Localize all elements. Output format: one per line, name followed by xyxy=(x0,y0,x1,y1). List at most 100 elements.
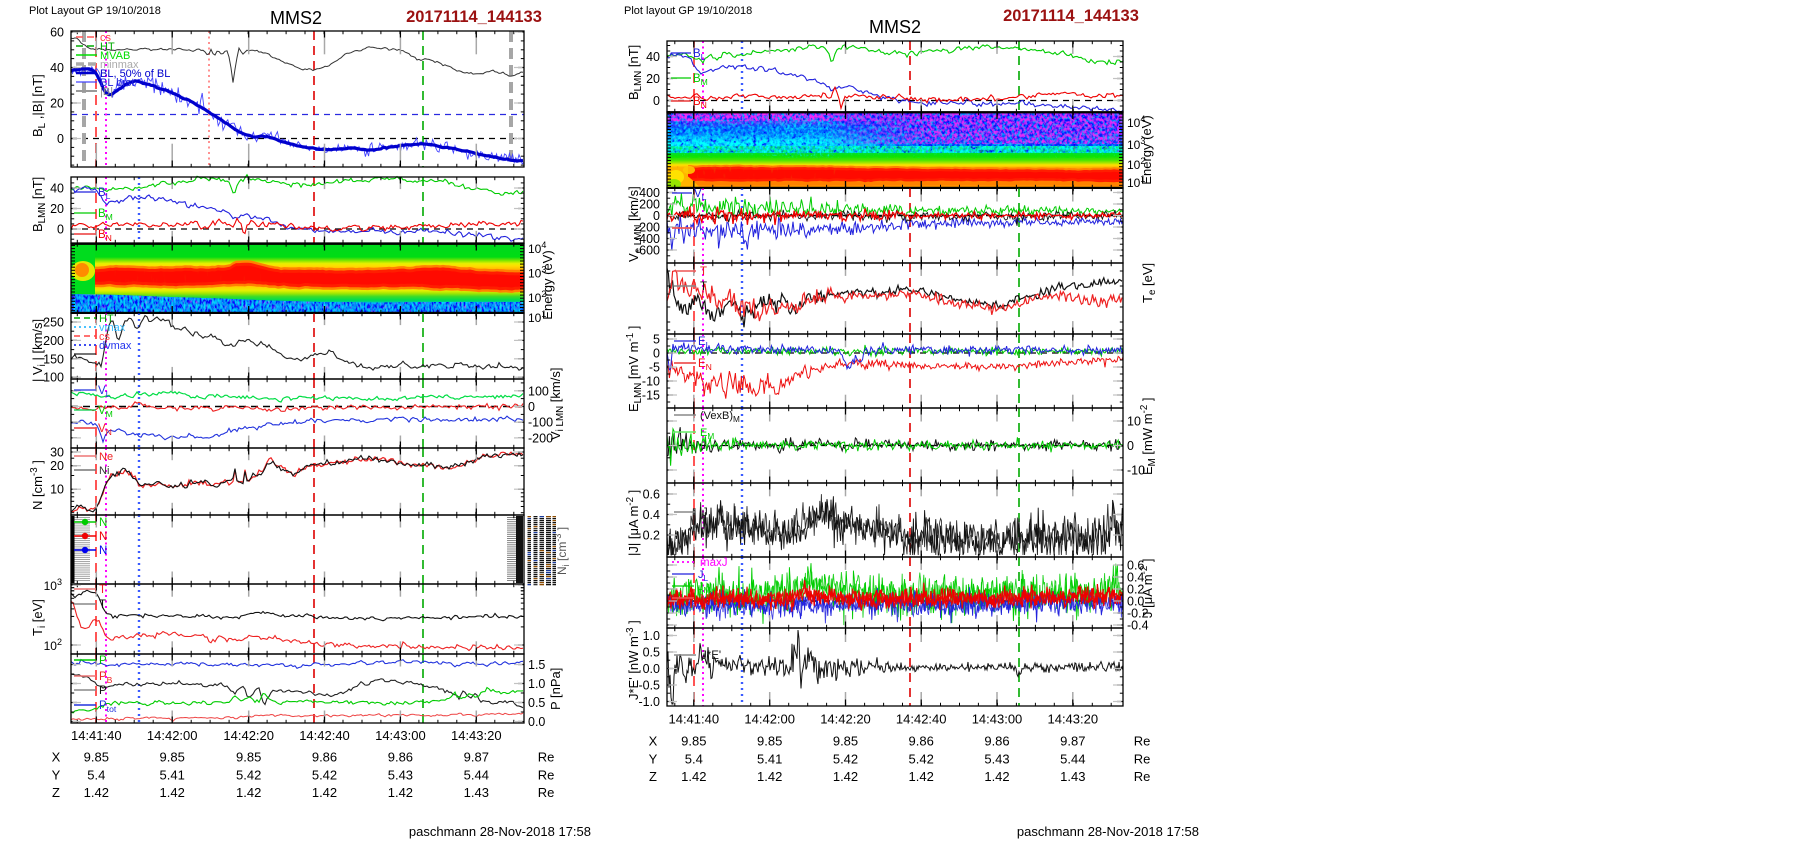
svg-text:(VexB)M: (VexB)M xyxy=(700,410,740,424)
svg-text:10: 10 xyxy=(50,483,64,497)
svg-text:T: T xyxy=(99,599,106,611)
svg-text:-10: -10 xyxy=(1127,464,1145,478)
svg-text:9.85: 9.85 xyxy=(160,750,185,765)
svg-text:minmax: minmax xyxy=(100,59,139,71)
svg-text:9.85: 9.85 xyxy=(757,734,782,749)
svg-text:Re: Re xyxy=(1134,752,1151,767)
svg-text:1.0: 1.0 xyxy=(643,629,660,643)
svg-text:MVAB: MVAB xyxy=(100,50,130,62)
svg-text:9.86: 9.86 xyxy=(388,750,413,765)
svg-text:400: 400 xyxy=(639,186,660,200)
svg-text:0: 0 xyxy=(57,223,64,237)
svg-text:14:43:20: 14:43:20 xyxy=(451,728,502,743)
svg-text:40: 40 xyxy=(50,61,64,75)
svg-text:0.5: 0.5 xyxy=(528,696,545,710)
svg-text:BN: BN xyxy=(98,229,112,243)
svg-text:0: 0 xyxy=(57,132,64,146)
svg-text:14:43:20: 14:43:20 xyxy=(1047,712,1098,727)
svg-text:0.6: 0.6 xyxy=(1127,559,1144,573)
svg-text:Ni [cm-3 ]: Ni [cm-3 ] xyxy=(553,527,571,575)
svg-text:Ne: Ne xyxy=(99,451,113,463)
svg-text:HT: HT xyxy=(100,41,115,53)
svg-text:-600: -600 xyxy=(635,244,660,258)
svg-text:5.41: 5.41 xyxy=(757,752,782,767)
svg-text:BN: BN xyxy=(693,96,707,110)
svg-text:| Vi | [km/s]: | Vi | [km/s] xyxy=(30,319,48,382)
svg-text:BM: BM xyxy=(98,208,113,222)
svg-text:30: 30 xyxy=(50,446,64,460)
svg-text:1.42: 1.42 xyxy=(312,785,337,800)
svg-text:9.86: 9.86 xyxy=(909,734,934,749)
svg-text:-200: -200 xyxy=(528,431,553,445)
svg-text:VL: VL xyxy=(98,385,111,399)
svg-text:1.42: 1.42 xyxy=(388,785,413,800)
svg-text:JL: JL xyxy=(698,569,709,583)
svg-text:Re: Re xyxy=(1134,769,1151,784)
svg-text:BLMN [nT]: BLMN [nT] xyxy=(626,45,644,100)
svg-text:5.43: 5.43 xyxy=(984,752,1009,767)
svg-text:0.0: 0.0 xyxy=(528,715,545,729)
svg-text:VL: VL xyxy=(694,188,707,202)
svg-text:9.85: 9.85 xyxy=(833,734,858,749)
svg-text:X: X xyxy=(649,734,658,749)
svg-text:Re: Re xyxy=(538,750,555,765)
svg-text:|B|: |B| xyxy=(100,86,113,98)
svg-text:60: 60 xyxy=(50,26,64,40)
svg-text:14:42:40: 14:42:40 xyxy=(896,712,947,727)
svg-text:1.42: 1.42 xyxy=(833,769,858,784)
svg-text:-1.0: -1.0 xyxy=(638,695,660,709)
svg-text:Ni: Ni xyxy=(99,465,109,477)
svg-text:Ve LMN [km/s]: Ve LMN [km/s] xyxy=(626,186,644,262)
svg-text:VN: VN xyxy=(98,423,112,437)
svg-text:101: 101 xyxy=(1127,174,1145,190)
svg-text:paschmann 28-Nov-2018 17:58: paschmann 28-Nov-2018 17:58 xyxy=(409,824,591,839)
svg-text:1.5: 1.5 xyxy=(528,658,545,672)
svg-text:9.87: 9.87 xyxy=(1060,734,1085,749)
svg-text:9.85: 9.85 xyxy=(236,750,261,765)
svg-text:102: 102 xyxy=(528,289,546,305)
svg-text:maxJ: maxJ xyxy=(700,557,727,569)
svg-text:-10: -10 xyxy=(642,375,660,389)
svg-text:101: 101 xyxy=(528,309,546,325)
svg-text:-200: -200 xyxy=(635,221,660,235)
svg-text:102: 102 xyxy=(1127,156,1145,172)
svg-text:P [nPa]: P [nPa] xyxy=(548,668,563,710)
svg-text:Energy (eV): Energy (eV) xyxy=(1139,115,1154,184)
svg-text:dvmax: dvmax xyxy=(99,340,132,352)
svg-text:1.43: 1.43 xyxy=(1060,769,1085,784)
svg-text:5.44: 5.44 xyxy=(464,768,489,783)
svg-text:14:42:20: 14:42:20 xyxy=(820,712,871,727)
svg-text:J: J xyxy=(702,507,708,519)
svg-text:103: 103 xyxy=(44,577,62,593)
svg-text:EN: EN xyxy=(698,358,712,372)
svg-text:10: 10 xyxy=(1127,415,1141,429)
svg-text:P: P xyxy=(99,655,107,667)
svg-text:Z: Z xyxy=(649,769,657,784)
svg-text:20: 20 xyxy=(50,459,64,473)
svg-text:Y: Y xyxy=(649,752,658,767)
svg-text:5.42: 5.42 xyxy=(312,768,337,783)
svg-text:5.4: 5.4 xyxy=(685,752,703,767)
svg-text:T: T xyxy=(99,584,106,596)
svg-text:PB: PB xyxy=(99,671,113,685)
svg-text:BL, 50% of BL: BL, 50% of BL xyxy=(100,68,170,80)
svg-text:Plot Layout GP 19/10/2018: Plot Layout GP 19/10/2018 xyxy=(29,5,161,17)
svg-text:-400: -400 xyxy=(635,232,660,246)
svg-text:14:42:00: 14:42:00 xyxy=(744,712,795,727)
svg-text:1.0: 1.0 xyxy=(528,677,545,691)
svg-text:T: T xyxy=(700,266,707,278)
svg-text:1.42: 1.42 xyxy=(909,769,934,784)
svg-text:Vi LMN [km/s]: Vi LMN [km/s] xyxy=(548,368,566,440)
svg-text:0.0: 0.0 xyxy=(643,662,660,676)
svg-text:40: 40 xyxy=(646,50,660,64)
svg-text:14:42:00: 14:42:00 xyxy=(147,728,198,743)
svg-text:P: P xyxy=(99,685,107,697)
svg-text:cs: cs xyxy=(99,331,111,343)
svg-text:1.42: 1.42 xyxy=(984,769,1009,784)
svg-text:100: 100 xyxy=(43,371,64,385)
svg-text:14:42:40: 14:42:40 xyxy=(299,728,350,743)
svg-text:9.85: 9.85 xyxy=(84,750,109,765)
svg-text:1.42: 1.42 xyxy=(681,769,706,784)
svg-text:20: 20 xyxy=(50,202,64,216)
svg-text:1.42: 1.42 xyxy=(757,769,782,784)
